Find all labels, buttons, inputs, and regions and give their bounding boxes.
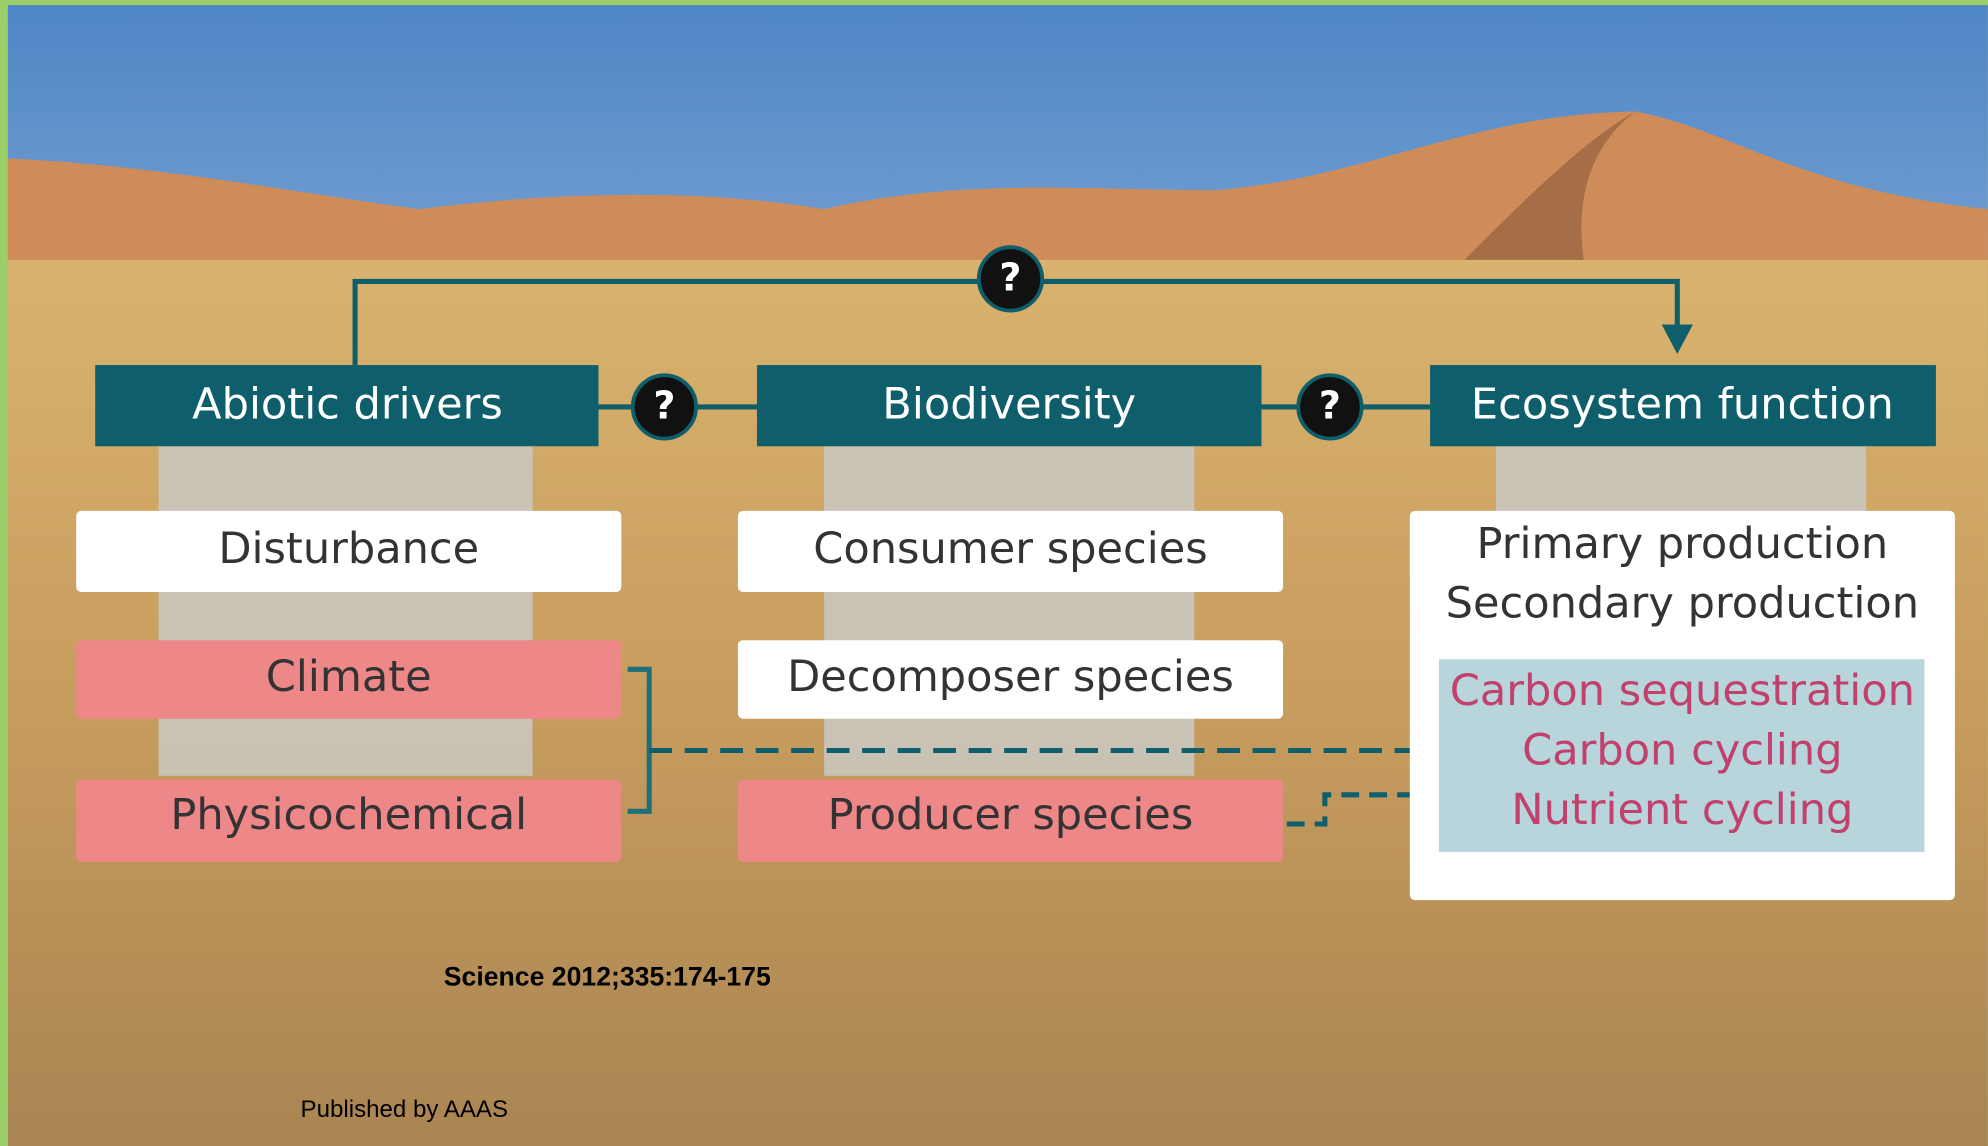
item: Producer species (828, 790, 1194, 840)
highlighted-item: Carbon sequestration (1450, 666, 1915, 716)
question-mark: ? (999, 256, 1021, 300)
highlighted-item: Nutrient cycling (1511, 785, 1853, 835)
highlighted-item: Carbon cycling (1522, 726, 1842, 776)
column-title: Abiotic drivers (192, 379, 503, 429)
item: Disturbance (218, 524, 479, 574)
item: Decomposer species (787, 652, 1234, 702)
question-mark: ? (1319, 384, 1341, 428)
item: Primary production (1477, 519, 1889, 569)
column-title: Ecosystem function (1471, 379, 1894, 429)
question-mark: ? (653, 384, 675, 428)
citation: Science 2012;335:174-175 (444, 962, 771, 992)
item: Secondary production (1446, 578, 1919, 628)
item: Climate (266, 652, 432, 702)
figure: Abiotic drivers Biodiversity Ecosystem f… (0, 0, 1988, 1146)
publisher: Published by AAAS (301, 1096, 508, 1123)
column-title: Biodiversity (882, 379, 1136, 429)
item: Consumer species (813, 524, 1207, 574)
item: Physicochemical (170, 790, 527, 840)
